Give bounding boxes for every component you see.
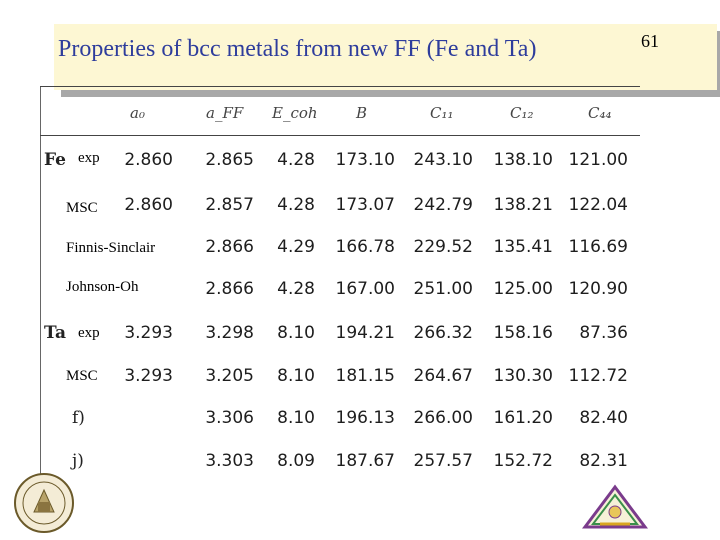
cell-b: 173.07 <box>335 195 395 215</box>
cell-a0: 2.860 <box>124 150 173 170</box>
cell-c44: 112.72 <box>568 366 628 386</box>
cell-c44: 120.90 <box>568 279 628 299</box>
cell-c44: 121.00 <box>568 150 628 170</box>
page-number: 61 <box>641 31 659 51</box>
cell-a0: 3.293 <box>124 366 173 386</box>
table-top-rule <box>40 86 640 87</box>
cell-aff: 3.298 <box>205 323 254 343</box>
cell-c12: 152.72 <box>493 451 553 471</box>
cell-c44: 122.04 <box>568 195 628 215</box>
element-symbol: Fe <box>44 150 66 170</box>
cell-aff: 2.866 <box>205 279 254 299</box>
cell-c12: 161.20 <box>493 408 553 428</box>
cell-c11: 266.32 <box>413 323 473 343</box>
header-b: B <box>356 104 368 122</box>
row-reference: f) <box>72 408 85 428</box>
title-box: Properties of bcc metals from new FF (Fe… <box>54 24 717 90</box>
header-ecoh: E_coh <box>272 104 318 122</box>
header-c12: C₁₂ <box>510 104 534 122</box>
row-reference: j) <box>72 451 84 471</box>
cell-ecoh: 8.10 <box>277 323 315 343</box>
cell-c11: 266.00 <box>413 408 473 428</box>
cell-b: 194.21 <box>335 323 395 343</box>
university-seal-icon <box>14 473 74 533</box>
cell-ecoh: 4.28 <box>277 150 315 170</box>
cell-c44: 87.36 <box>579 323 628 343</box>
cell-c12: 138.10 <box>493 150 553 170</box>
cell-aff: 2.857 <box>205 195 254 215</box>
cell-c44: 82.31 <box>579 451 628 471</box>
table-left-border <box>40 86 41 516</box>
row-source-label: exp <box>78 150 100 166</box>
header-c11: C₁₁ <box>430 104 454 122</box>
cell-ecoh: 4.28 <box>277 279 315 299</box>
cell-aff: 3.303 <box>205 451 254 471</box>
cell-c12: 130.30 <box>493 366 553 386</box>
cell-c12: 135.41 <box>493 237 553 257</box>
slide-title: Properties of bcc metals from new FF (Fe… <box>58 36 537 62</box>
cell-c12: 138.21 <box>493 195 553 215</box>
row-source-label: Finnis-Sinclair <box>66 240 156 256</box>
cell-aff: 2.866 <box>205 237 254 257</box>
row-source-label: Johnson-Oh <box>66 279 139 295</box>
cell-ecoh: 8.10 <box>277 366 315 386</box>
cell-ecoh: 8.10 <box>277 408 315 428</box>
cell-a0: 3.293 <box>124 323 173 343</box>
cell-ecoh: 4.28 <box>277 195 315 215</box>
institute-triangle-logo-icon <box>582 484 648 529</box>
cell-c11: 242.79 <box>413 195 473 215</box>
cell-b: 166.78 <box>335 237 395 257</box>
cell-c11: 251.00 <box>413 279 473 299</box>
cell-c44: 82.40 <box>579 408 628 428</box>
cell-aff: 3.306 <box>205 408 254 428</box>
cell-b: 167.00 <box>335 279 395 299</box>
cell-a0: 2.860 <box>124 195 173 215</box>
cell-c12: 125.00 <box>493 279 553 299</box>
row-source-label: MSC <box>66 200 98 216</box>
cell-ecoh: 8.09 <box>277 451 315 471</box>
cell-c11: 243.10 <box>413 150 473 170</box>
header-aff: a_FF <box>206 104 244 122</box>
table-header-rule <box>40 135 640 136</box>
cell-c12: 158.16 <box>493 323 553 343</box>
header-a0: a₀ <box>130 104 145 122</box>
cell-b: 181.15 <box>335 366 395 386</box>
cell-b: 187.67 <box>335 451 395 471</box>
header-c44: C₄₄ <box>588 104 612 122</box>
row-source-label: exp <box>78 325 100 341</box>
cell-c11: 264.67 <box>413 366 473 386</box>
cell-b: 196.13 <box>335 408 395 428</box>
cell-b: 173.10 <box>335 150 395 170</box>
cell-c11: 257.57 <box>413 451 473 471</box>
cell-ecoh: 4.29 <box>277 237 315 257</box>
cell-c11: 229.52 <box>413 237 473 257</box>
cell-aff: 3.205 <box>205 366 254 386</box>
row-source-label: MSC <box>66 368 98 384</box>
cell-aff: 2.865 <box>205 150 254 170</box>
cell-c44: 116.69 <box>568 237 628 257</box>
element-symbol: Ta <box>44 323 67 343</box>
